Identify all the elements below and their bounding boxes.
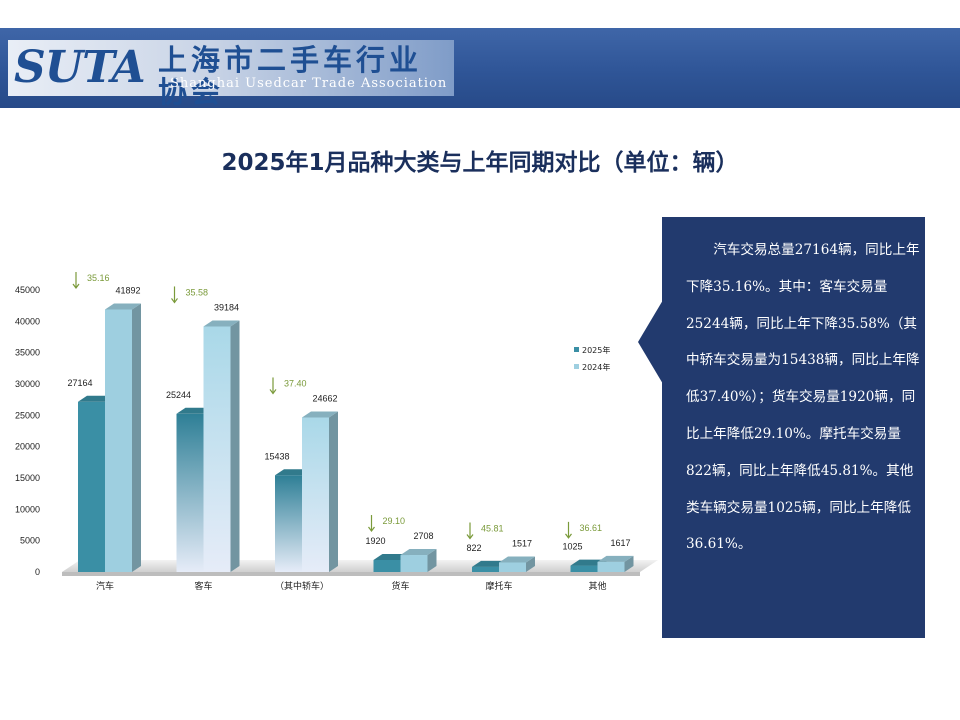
bar (597, 561, 625, 572)
decline-arrow-head-icon (269, 389, 277, 395)
y-tick-label: 45000 (15, 285, 40, 295)
decline-arrow-head-icon (565, 533, 572, 539)
x-tick-label: 汽车 (96, 580, 114, 592)
bar-top (105, 303, 141, 310)
bar-top (597, 555, 634, 562)
data-label: 27164 (67, 378, 92, 388)
logo: SUTA 上海市二手车行业协会 Shanghai Usedcar Trade A… (8, 40, 454, 108)
bar-side (132, 303, 141, 572)
bar-top (203, 320, 240, 327)
org-name-en: Shanghai Usedcar Trade Association (170, 76, 448, 91)
bar (78, 401, 105, 572)
bar-top (400, 549, 437, 556)
decline-pct-label: 37.40 (284, 378, 307, 388)
decline-arrow-head-icon (368, 526, 375, 533)
bar-top (499, 556, 535, 563)
decline-pct-label: 45.81 (481, 523, 504, 533)
x-tick-label: （其中轿车） (275, 580, 329, 592)
y-tick-label: 0 (35, 567, 40, 577)
decline-arrow-head-icon (72, 283, 80, 289)
data-label: 1517 (512, 538, 532, 548)
legend-label: 2024年 (582, 362, 610, 372)
y-tick-label: 40000 (15, 316, 40, 326)
decline-arrow-head-icon (171, 298, 178, 304)
x-tick-label: 摩托车 (485, 580, 512, 592)
legend-label: 2025年 (582, 345, 610, 355)
bar (176, 413, 204, 572)
decline-pct-label: 35.58 (186, 287, 209, 297)
bar-side (427, 549, 437, 572)
data-label: 25244 (166, 390, 191, 400)
bar-side (230, 320, 240, 572)
y-tick-label: 5000 (20, 536, 40, 546)
y-tick-label: 20000 (15, 442, 40, 452)
decline-pct-label: 35.16 (87, 273, 110, 283)
bar (105, 309, 132, 572)
data-label: 1617 (610, 538, 630, 548)
y-tick-label: 25000 (15, 410, 40, 420)
decline-pct-label: 29.10 (383, 516, 406, 526)
chart-floor (62, 560, 658, 572)
org-name-cn: 上海市二手车行业协会 (158, 43, 423, 109)
data-label: 2708 (413, 531, 433, 541)
bar-side (329, 411, 338, 572)
page-title: 2025年1月品种大类与上年同期对比（单位：辆） (221, 150, 739, 176)
y-tick-label: 10000 (15, 504, 40, 514)
bar-chart: 0 5000 10000 15000 20000 25000 30000 35000 40000… (15, 272, 658, 592)
chart-floor-edge (62, 572, 640, 576)
legend-swatch (574, 364, 579, 369)
data-label: 39184 (214, 302, 239, 312)
data-label: 1920 (365, 536, 385, 546)
decline-pct-label: 36.61 (580, 523, 603, 533)
data-label: 24662 (312, 393, 337, 403)
summary-text: 汽车交易总量27164辆，同比上年下降35.16%。其中：客车交易量25244辆… (686, 242, 920, 553)
data-label: 41892 (115, 285, 140, 295)
logo-mark: SUTA (14, 42, 146, 93)
legend-swatch (574, 347, 579, 352)
data-label: 1025 (562, 542, 582, 552)
bar (472, 566, 499, 572)
callout-pointer (638, 300, 663, 384)
bar (400, 555, 428, 572)
decline-arrow-head-icon (466, 534, 474, 540)
x-tick-label: 货车 (391, 580, 409, 592)
y-tick-label: 30000 (15, 379, 40, 389)
header-banner: SUTA 上海市二手车行业协会 Shanghai Usedcar Trade A… (0, 28, 960, 108)
data-label: 15438 (264, 451, 289, 461)
x-tick-label: 客车 (194, 580, 212, 592)
bar (570, 565, 598, 572)
summary-callout (662, 217, 925, 638)
y-tick-label: 15000 (15, 473, 40, 483)
bar (275, 475, 302, 572)
bar-side (526, 556, 535, 572)
bar (302, 417, 329, 572)
bar-side (624, 555, 634, 572)
bar (373, 559, 401, 572)
y-tick-label: 35000 (15, 348, 40, 358)
x-tick-label: 其他 (588, 580, 606, 592)
data-label: 822 (466, 543, 481, 553)
bar (203, 326, 231, 572)
bar-top (302, 411, 338, 418)
bar (499, 562, 526, 572)
